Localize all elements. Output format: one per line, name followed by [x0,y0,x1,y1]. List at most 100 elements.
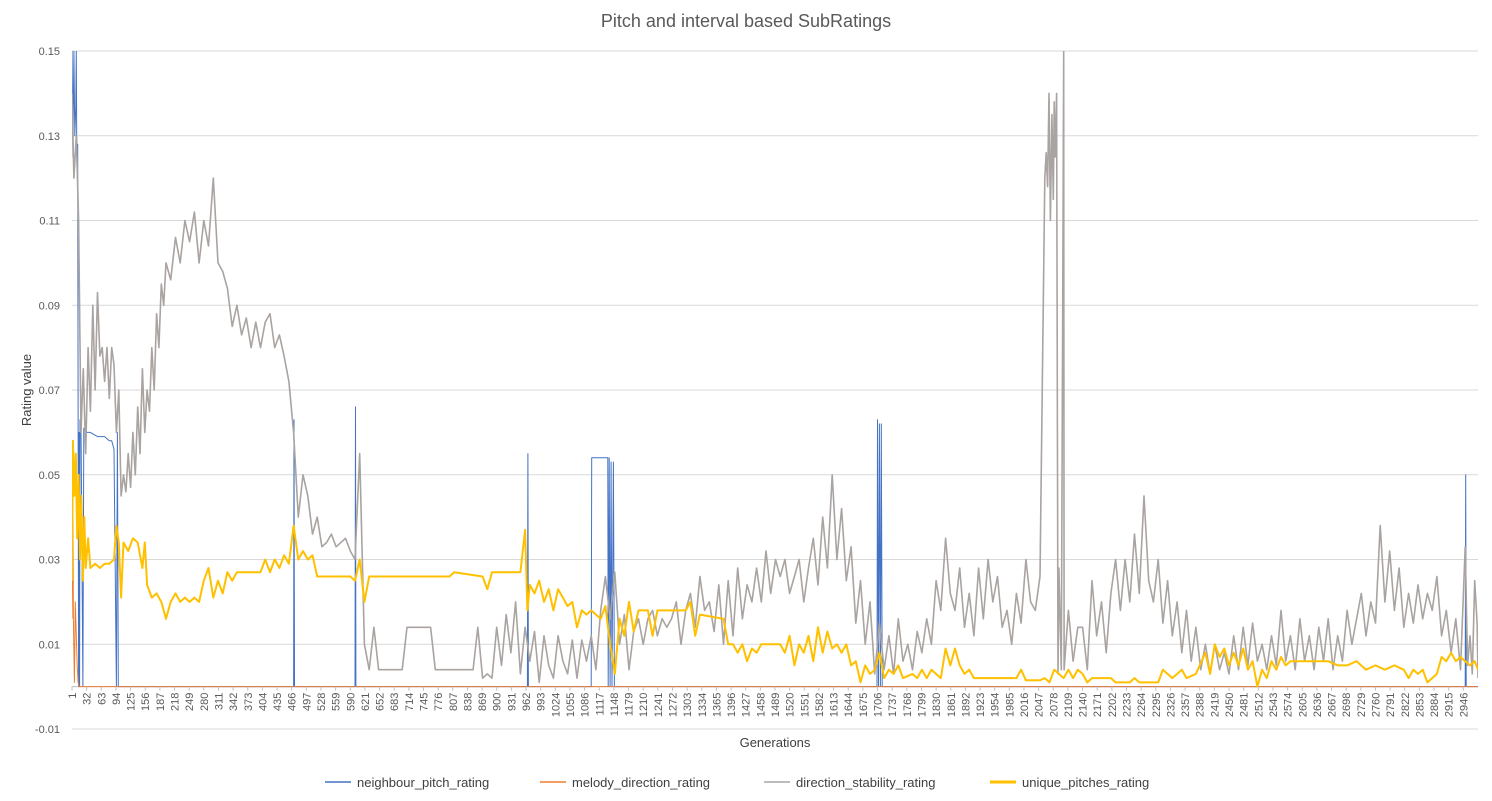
x-tick-label: 1055 [565,693,577,717]
x-tick-label: 156 [140,693,152,711]
x-tick-label: 2791 [1385,693,1397,717]
y-tick-label: 0.03 [39,555,60,567]
x-tick-label: 63 [96,693,108,705]
x-tick-label: 32 [82,693,94,705]
x-tick-label: 435 [272,693,284,711]
x-tick-label: 559 [331,693,343,711]
x-tick-label: 776 [433,693,445,711]
x-tick-label: 280 [199,693,211,711]
x-tick-label: 621 [360,693,372,711]
x-tick-label: 714 [404,693,416,711]
x-tick-label: 1799 [916,693,928,717]
x-tick-label: 2915 [1444,693,1456,717]
x-tick-label: 931 [506,693,518,711]
chart-title: Pitch and interval based SubRatings [601,11,891,31]
x-tick-label: 1303 [682,693,694,717]
x-tick-label: 2822 [1400,693,1412,717]
x-tick-label: 1365 [711,693,723,717]
x-tick-label: 2295 [1151,693,1163,717]
series-line-melody_direction_rating [72,516,1478,688]
x-tick-label: 466 [287,693,299,711]
x-tick-label: 2016 [1019,693,1031,717]
x-tick-label: 1675 [858,693,870,717]
series-line-neighbour_pitch_rating [72,51,1478,688]
x-tick-label: 1737 [887,693,899,717]
x-tick-label: 249 [184,693,196,711]
y-tick-label: 0.11 [39,216,60,228]
x-tick-label: 2202 [1107,693,1119,717]
x-tick-label: 1923 [975,693,987,717]
x-tick-label: 683 [389,693,401,711]
legend-label: neighbour_pitch_rating [357,775,489,790]
x-tick-label: 2388 [1195,693,1207,717]
x-tick-label: 1706 [873,693,885,717]
x-tick-label: 2543 [1268,693,1280,717]
x-tick-label: 2171 [1092,693,1104,717]
x-tick-label: 1954 [990,693,1002,717]
x-tick-label: 2264 [1136,693,1148,717]
x-tick-label: 1644 [843,693,855,717]
x-tick-label: 1179 [624,693,636,717]
x-tick-label: 838 [462,693,474,711]
x-tick-label: 962 [521,693,533,711]
x-tick-label: 125 [126,693,138,711]
x-tick-label: 373 [243,693,255,711]
x-tick-label: 590 [345,693,357,711]
x-tick-label: 1551 [799,693,811,717]
legend-label: melody_direction_rating [572,775,710,790]
series-line-unique_pitches_rating [72,439,1478,688]
x-tick-label: 2729 [1356,693,1368,717]
x-tick-label: 745 [419,693,431,711]
x-tick-label: 993 [536,693,548,711]
y-tick-label: 0.01 [39,639,60,651]
x-tick-label: 2450 [1224,693,1236,717]
y-tick-label: 0.05 [39,470,60,482]
x-tick-label: 1768 [902,693,914,717]
y-tick-label: -0.01 [35,724,60,736]
x-tick-label: 497 [301,693,313,711]
x-tick-label: 2047 [1034,693,1046,717]
x-tick-label: 2512 [1253,693,1265,717]
x-tick-label: 1582 [814,693,826,717]
x-tick-label: 1892 [960,693,972,717]
x-tick-label: 94 [111,693,123,705]
x-tick-label: 1613 [829,693,841,717]
x-tick-label: 1024 [550,693,562,717]
series-lines [72,51,1478,688]
x-tick-label: 652 [375,693,387,711]
x-tick-label: 1489 [770,693,782,717]
x-tick-label: 1520 [785,693,797,717]
x-tick-label: 2853 [1414,693,1426,717]
x-tick-label: 2946 [1458,693,1470,717]
x-tick-label: 900 [492,693,504,711]
x-tick-label: 2481 [1239,693,1251,717]
x-tick-label: 2357 [1180,693,1192,717]
x-tick-label: 1985 [1004,693,1016,717]
x-tick-label: 2884 [1429,693,1441,717]
x-tick-label: 1830 [931,693,943,717]
x-tick-label: 2605 [1297,693,1309,717]
series-line-direction_stability_rating [72,51,1478,683]
x-tick-label: 1 [67,693,79,699]
x-tick-label: 2140 [1078,693,1090,717]
legend: neighbour_pitch_rating melody_direction_r… [325,775,1149,790]
x-tick-label: 1272 [667,693,679,717]
x-tick-label: 2667 [1327,693,1339,717]
x-tick-label: 404 [257,693,269,711]
x-tick-label: 1241 [653,693,665,717]
x-tick-label: 2760 [1370,693,1382,717]
x-tick-label: 2574 [1283,693,1295,717]
x-tick-label: 2109 [1063,693,1075,717]
x-tick-label: 1334 [697,693,709,717]
x-axis-title: Generations [740,735,811,750]
x-tick-label: 528 [316,693,328,711]
x-tick-label: 2636 [1312,693,1324,717]
x-tick-label: 869 [477,693,489,711]
y-axis-title: Rating value [19,354,34,426]
legend-label: unique_pitches_rating [1022,775,1149,790]
y-axis-ticks: -0.01 0.01 0.03 0.05 0.07 0.09 0.11 0.13 0.15 [35,46,60,736]
x-tick-label: 2698 [1341,693,1353,717]
x-tick-label: 1458 [755,693,767,717]
